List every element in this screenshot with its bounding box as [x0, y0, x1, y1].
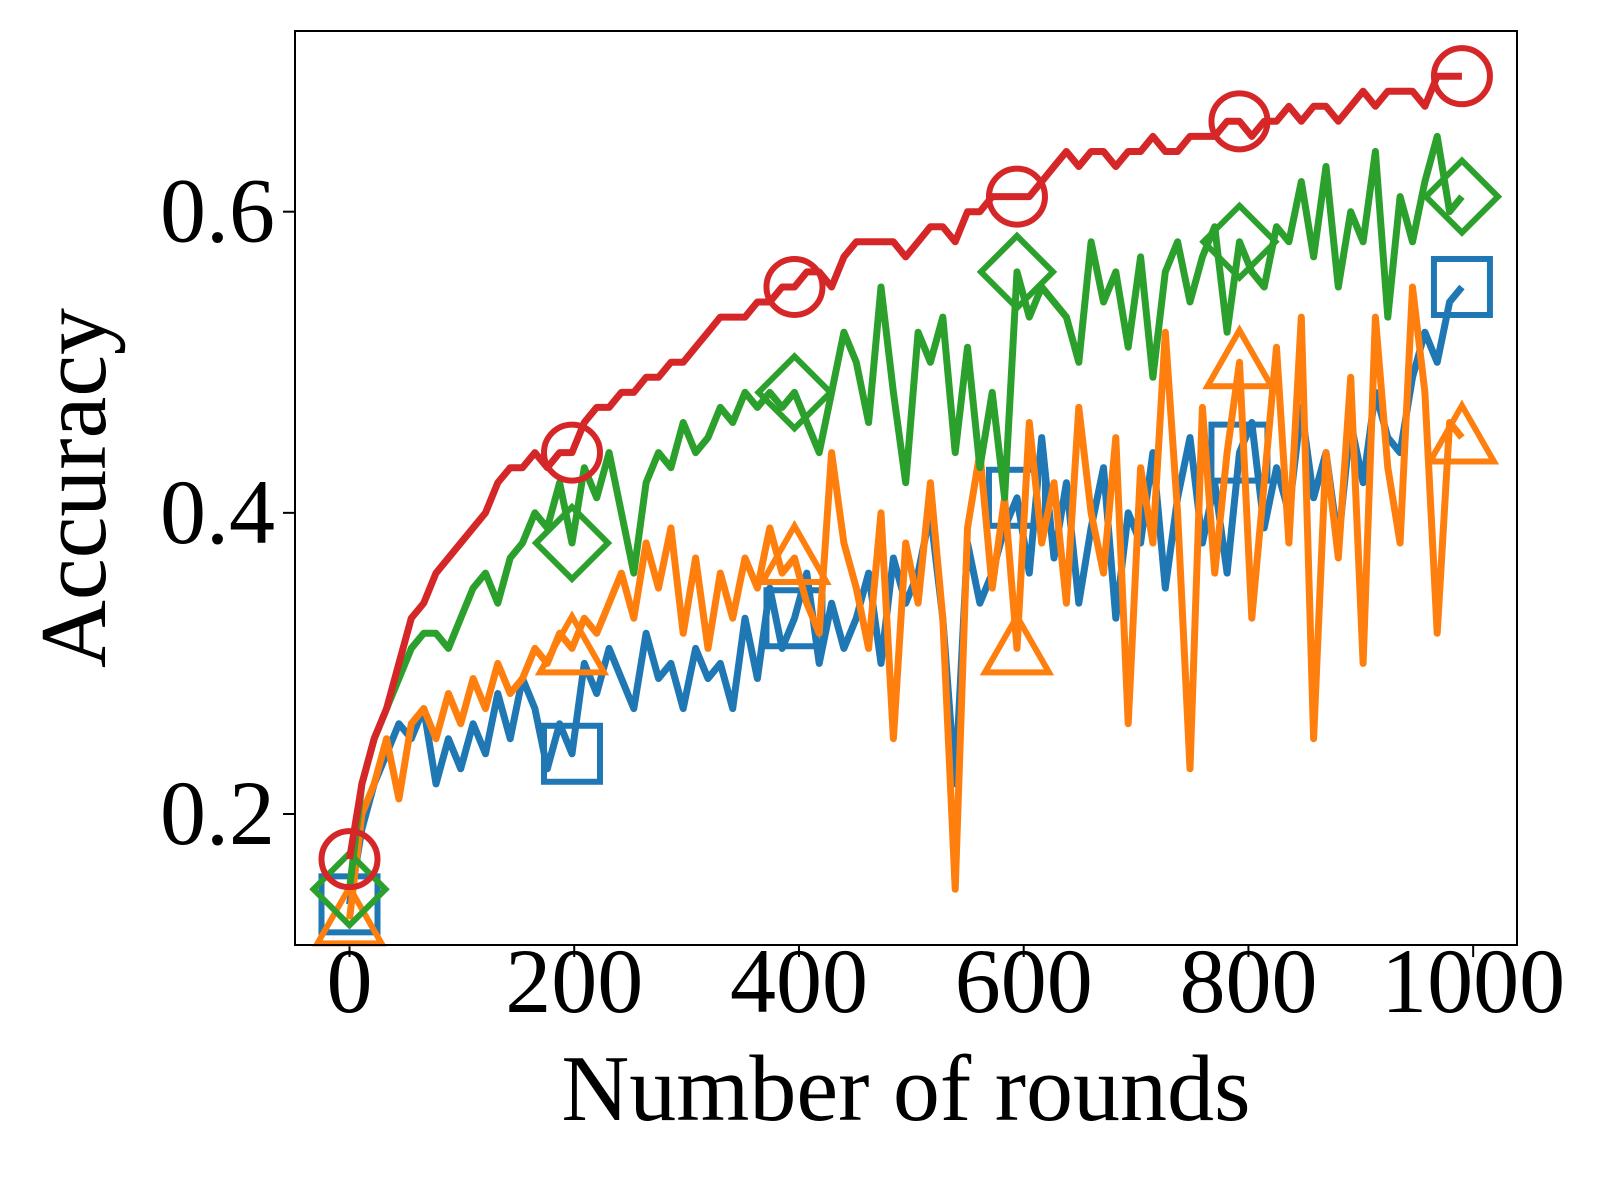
marker	[1430, 255, 1493, 318]
series-line	[346, 284, 1465, 905]
x-tick-label: 800	[1179, 930, 1317, 1032]
marker	[1424, 399, 1500, 465]
plot-frame	[294, 30, 1518, 946]
x-tick-label: 400	[730, 930, 868, 1032]
x-tick-label: 0	[326, 930, 372, 1032]
marker	[985, 466, 1048, 529]
y-tick-label: 0.2	[160, 762, 275, 864]
marker	[1430, 45, 1493, 108]
marker	[1208, 90, 1271, 153]
y-tick-label: 0.4	[160, 461, 275, 563]
marker	[1199, 201, 1280, 283]
series-line	[346, 132, 1465, 890]
marker	[531, 502, 613, 584]
marker	[763, 255, 826, 318]
marker	[1202, 324, 1277, 390]
x-axis-label: Number of rounds	[561, 1037, 1250, 1141]
marker	[312, 881, 387, 947]
x-tick-label: 200	[505, 930, 643, 1032]
marker	[540, 421, 603, 484]
marker	[534, 610, 610, 676]
x-tick-label: 1000	[1381, 930, 1565, 1032]
marker	[757, 519, 832, 586]
y-tick-label: 0.6	[160, 160, 275, 262]
marker	[985, 165, 1048, 228]
y-axis-label: Accuracy	[22, 308, 126, 668]
series-line	[346, 283, 1465, 920]
marker	[1421, 156, 1503, 237]
x-tick-label: 600	[955, 930, 1093, 1032]
marker	[976, 231, 1058, 313]
marker	[979, 610, 1055, 676]
marker	[540, 722, 603, 785]
series-line	[346, 72, 1462, 860]
marker	[754, 352, 835, 433]
marker	[318, 828, 381, 891]
